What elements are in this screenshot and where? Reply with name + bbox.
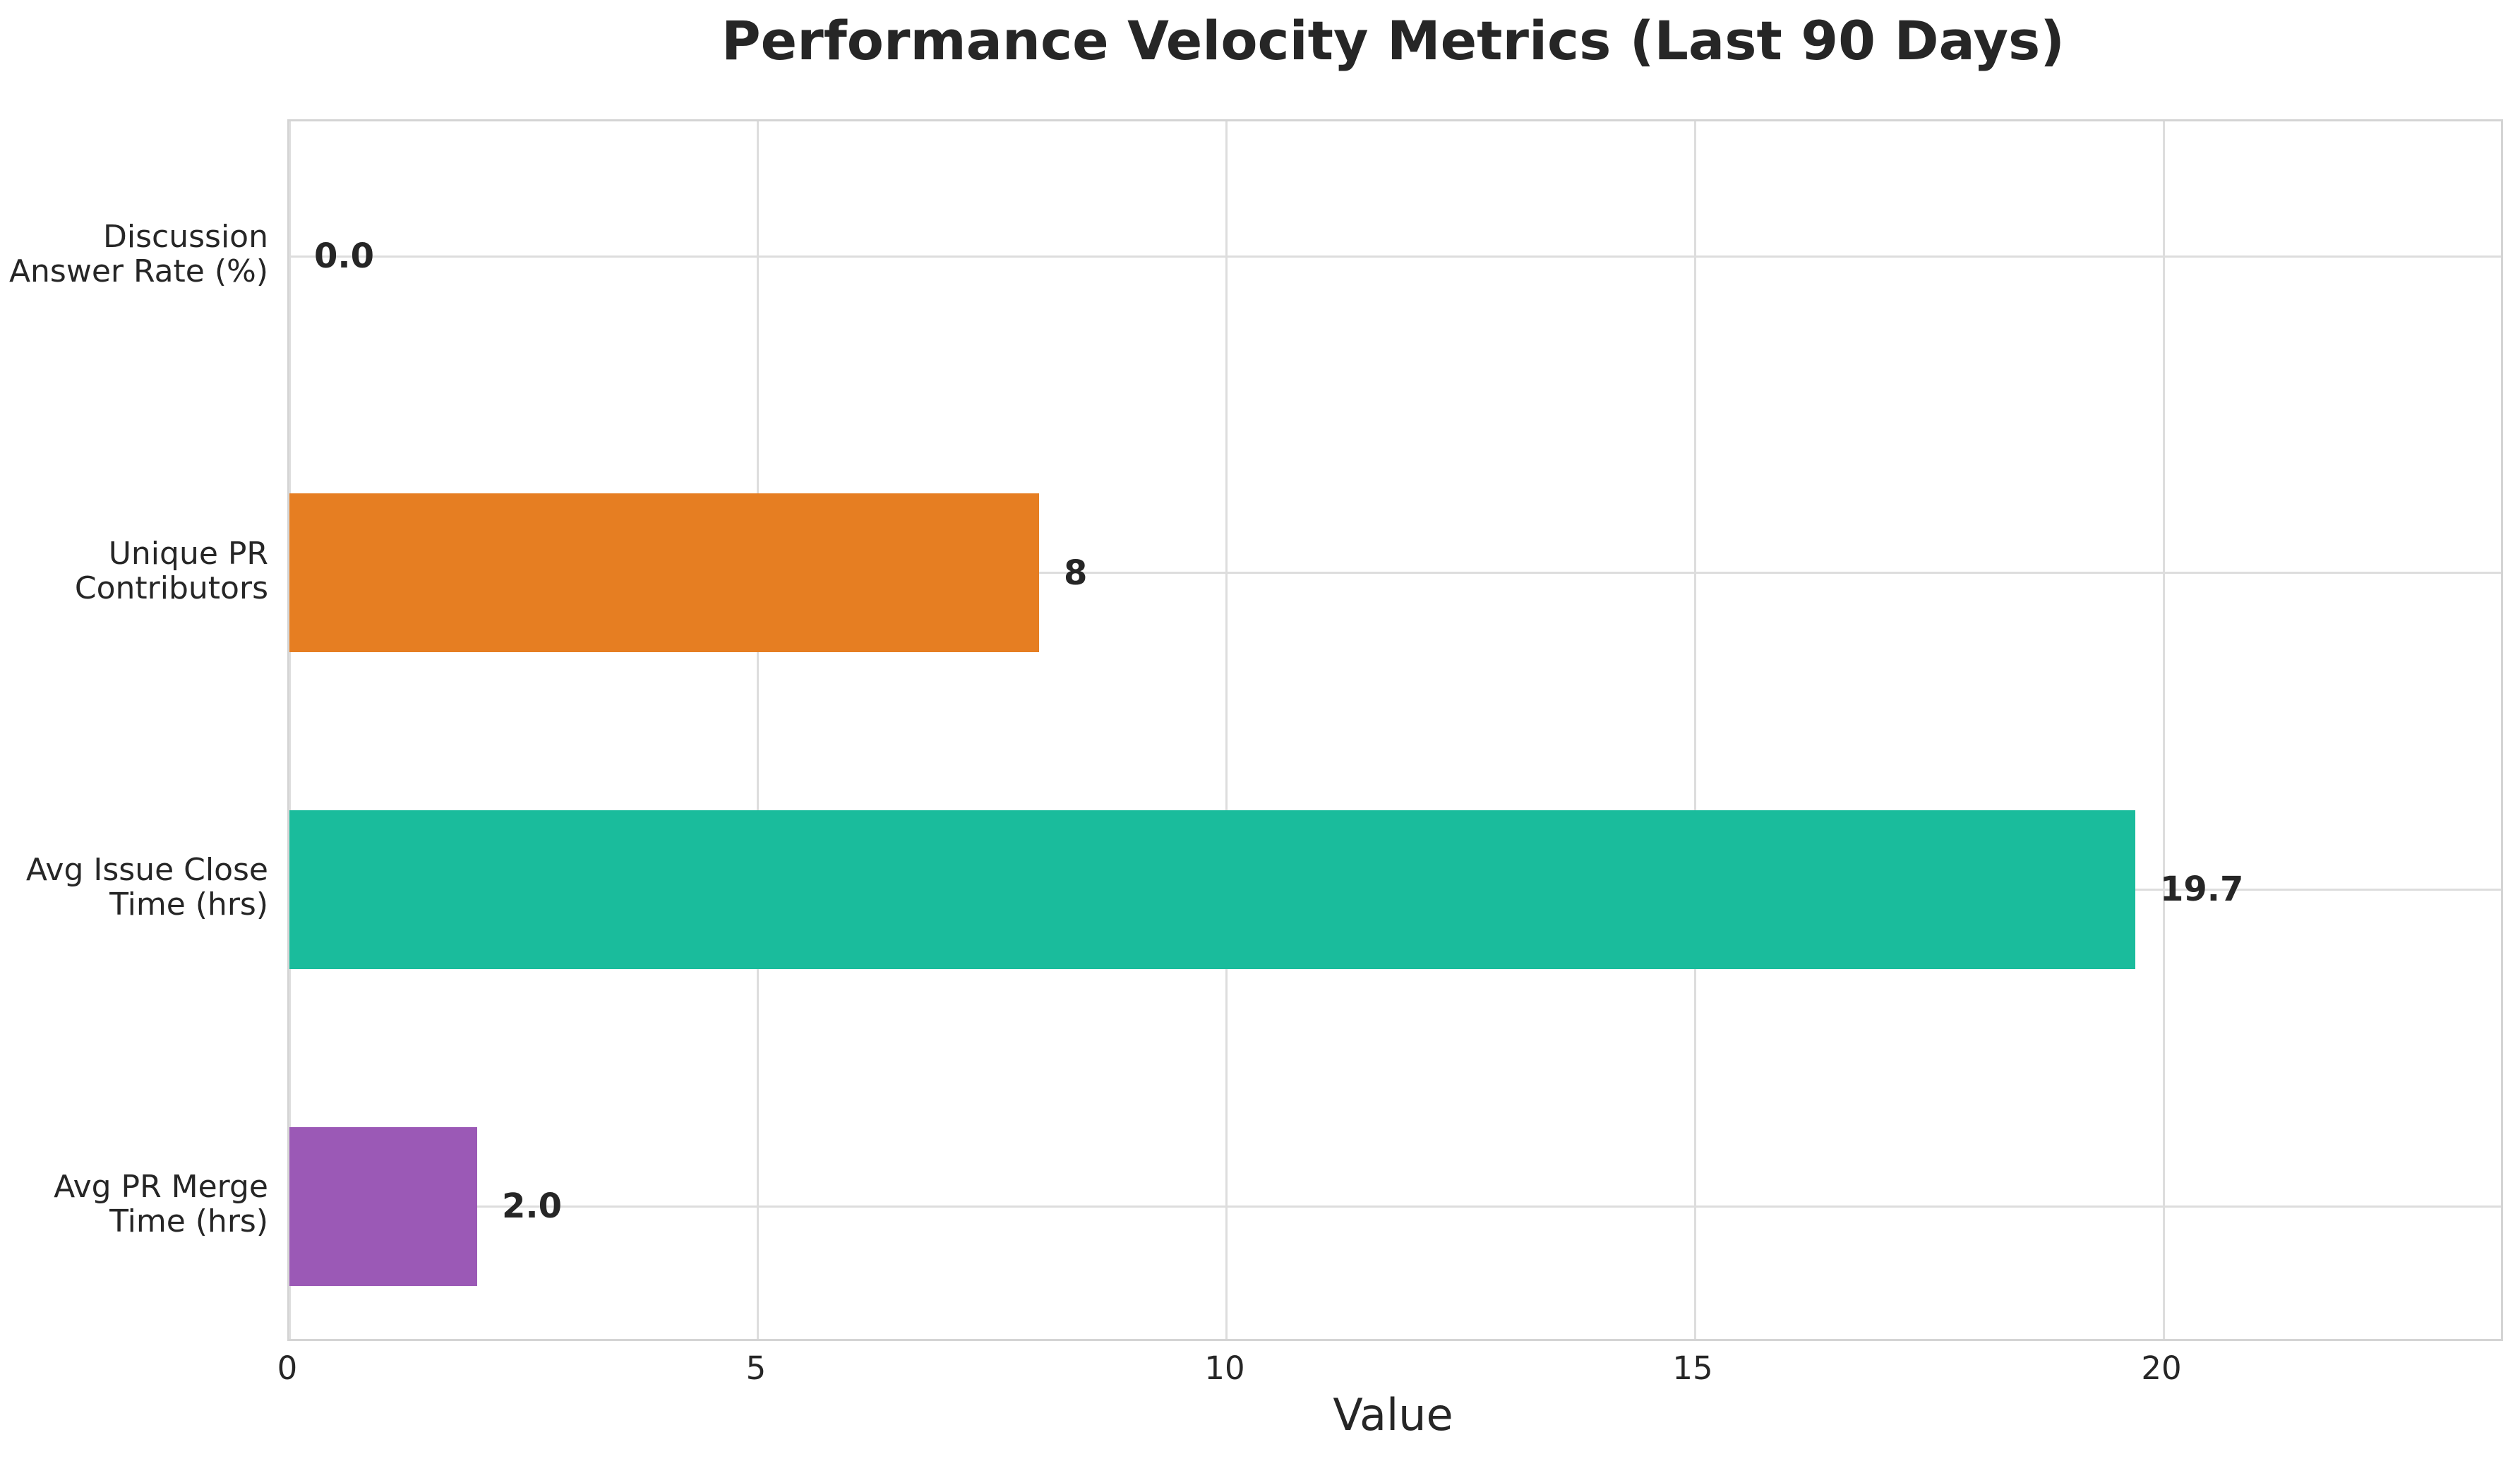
bar-value-label: 8 xyxy=(1064,553,1088,593)
category-label: Avg Issue Close Time (hrs) xyxy=(25,852,268,922)
x-gridline xyxy=(757,121,759,1339)
x-axis-label: Value xyxy=(1333,1389,1453,1441)
x-gridline xyxy=(2163,121,2165,1339)
x-tick-label: 0 xyxy=(277,1349,298,1387)
category-label: Unique PR Contributors xyxy=(74,536,268,606)
y-gridline xyxy=(289,255,2501,258)
chart-title: Performance Velocity Metrics (Last 90 Da… xyxy=(721,9,2065,72)
bar-value-label: 0.0 xyxy=(314,236,375,276)
bar-value-label: 2.0 xyxy=(502,1186,563,1226)
bar xyxy=(289,493,1039,652)
x-gridline xyxy=(1225,121,1228,1339)
x-tick-label: 15 xyxy=(1672,1349,1713,1387)
bar xyxy=(289,1127,477,1286)
category-label: Avg PR Merge Time (hrs) xyxy=(54,1169,268,1239)
x-tick-label: 10 xyxy=(1204,1349,1245,1387)
bar-value-label: 19.7 xyxy=(2160,870,2244,909)
category-label: Discussion Answer Rate (%) xyxy=(8,219,268,289)
y-gridline xyxy=(289,572,2501,574)
bar xyxy=(289,810,2135,969)
x-gridline xyxy=(289,121,291,1339)
x-tick-label: 20 xyxy=(2141,1349,2182,1387)
plot-area: 0.0 8 19.7 2.0 xyxy=(287,119,2503,1341)
x-gridline xyxy=(1694,121,1696,1339)
y-gridline xyxy=(289,1206,2501,1208)
x-tick-label: 5 xyxy=(745,1349,767,1387)
